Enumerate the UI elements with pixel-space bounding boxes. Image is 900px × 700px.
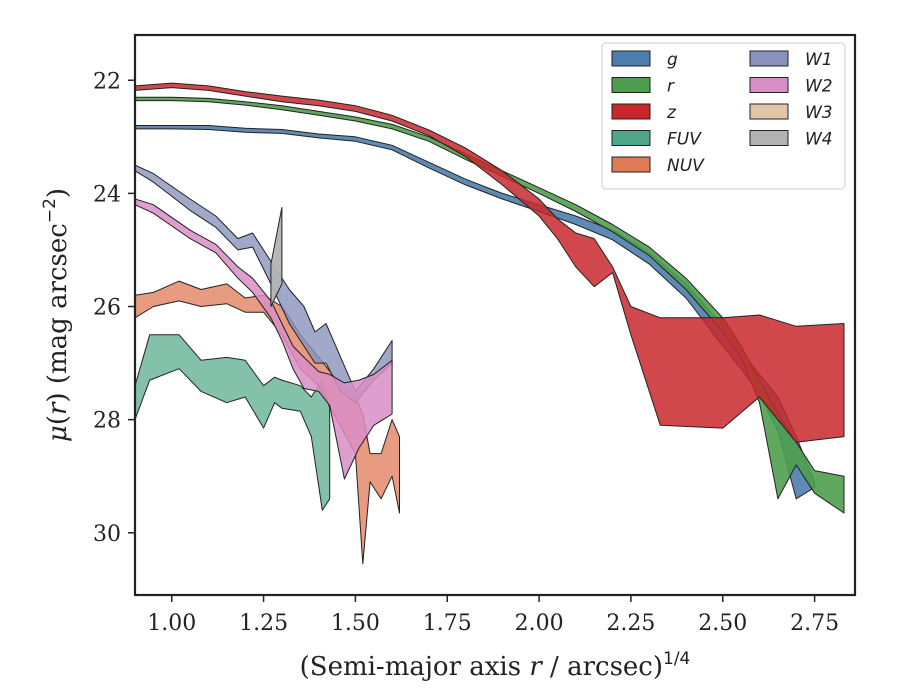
legend-swatch-w4 [749, 130, 789, 146]
y-tick-label: 30 [93, 522, 121, 547]
legend-swatch-g [611, 50, 651, 67]
x-tick-label: 1.75 [423, 611, 472, 636]
band-r [135, 96, 845, 514]
band-w2 [135, 198, 393, 480]
legend-swatch-w3 [749, 103, 789, 120]
legend-swatch-w2 [749, 77, 789, 93]
y-axis-ticks: 22 24 26 28 30 [93, 69, 135, 547]
legend-label-w3: W3 [805, 103, 833, 123]
legend-swatch-nuv [611, 156, 651, 173]
legend: grz FUV NUV W1 W2 W3 W4 [601, 42, 846, 190]
legend-label-nuv: NUV [667, 156, 705, 176]
legend-label-w4: W4 [805, 130, 833, 150]
x-tick-label: 1.25 [239, 611, 288, 636]
legend-label-fuv: FUV [667, 130, 702, 150]
band-w4 [270, 207, 283, 307]
band-z [135, 82, 845, 443]
legend-label-w2: W2 [805, 77, 833, 97]
x-tick-label: 2.75 [790, 611, 839, 636]
x-tick-label: 1.50 [331, 611, 380, 636]
band-fuv [135, 334, 331, 511]
legend-swatch-w1 [749, 50, 789, 67]
legend-swatch-fuv [611, 130, 651, 146]
profile-bands [135, 82, 845, 565]
x-tick-label: 2.00 [515, 611, 564, 636]
legend-label-g: g [667, 50, 678, 70]
legend-label-w1: W1 [805, 50, 833, 70]
x-tick-label: 2.25 [606, 611, 655, 636]
y-tick-label: 26 [93, 296, 121, 321]
y-tick-label: 28 [93, 409, 121, 434]
y-tick-label: 24 [93, 182, 121, 207]
y-tick-label: 22 [93, 69, 121, 94]
legend-label-z: z [666, 103, 677, 123]
x-axis-label: (Semi-major axis r / arcsec)1/4 [300, 649, 691, 682]
y-axis-label: μ(r) (mag arcsec−2) [40, 188, 73, 442]
x-axis-ticks: 1.00 1.25 1.50 1.75 2.00 2.25 2.50 2.75 [147, 595, 839, 636]
legend-label-r: r [667, 77, 675, 97]
x-tick-label: 1.00 [147, 611, 196, 636]
legend-swatch-r [611, 77, 651, 93]
legend-swatch-z [611, 103, 651, 120]
plot-frame [133, 33, 857, 597]
x-tick-label: 2.50 [698, 611, 747, 636]
